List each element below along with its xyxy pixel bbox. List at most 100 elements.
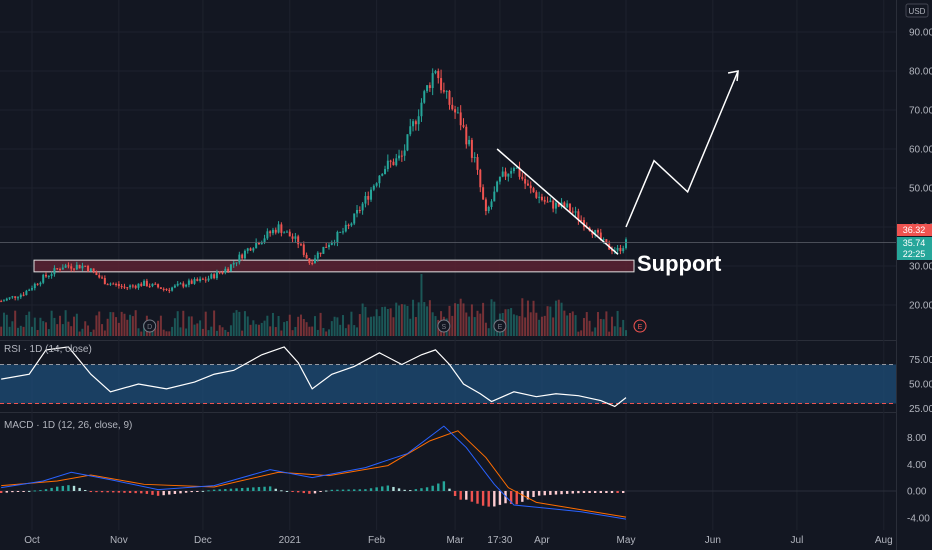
candle-body[interactable]	[605, 239, 608, 244]
candle-body[interactable]	[599, 232, 602, 240]
candle-body[interactable]	[235, 262, 238, 264]
candle-body[interactable]	[117, 283, 120, 287]
candle-body[interactable]	[417, 116, 420, 125]
candle-body[interactable]	[75, 264, 78, 270]
candle-body[interactable]	[70, 266, 73, 269]
candle-body[interactable]	[16, 297, 19, 299]
candle-body[interactable]	[353, 213, 356, 224]
candle-body[interactable]	[154, 283, 157, 285]
candle-body[interactable]	[67, 265, 70, 267]
candle-body[interactable]	[568, 203, 571, 212]
candle-body[interactable]	[263, 238, 266, 243]
candle-body[interactable]	[106, 284, 109, 286]
candle-body[interactable]	[47, 275, 50, 277]
candle-body[interactable]	[473, 157, 476, 159]
support-zone[interactable]	[33, 259, 635, 273]
candle-body[interactable]	[81, 265, 84, 269]
candle-body[interactable]	[582, 220, 585, 227]
candle-body[interactable]	[246, 248, 249, 251]
candle-body[interactable]	[201, 278, 204, 280]
candle-body[interactable]	[501, 171, 504, 177]
candle-body[interactable]	[622, 248, 625, 252]
candle-body[interactable]	[350, 223, 353, 226]
candle-body[interactable]	[476, 157, 479, 170]
rsi-pane[interactable]	[0, 346, 896, 408]
candle-body[interactable]	[543, 200, 546, 202]
candle-body[interactable]	[299, 244, 302, 246]
candle-body[interactable]	[252, 248, 255, 251]
candle-body[interactable]	[89, 268, 92, 272]
candle-body[interactable]	[165, 288, 168, 290]
candle-body[interactable]	[134, 285, 137, 288]
candle-body[interactable]	[277, 224, 280, 233]
candle-body[interactable]	[148, 286, 151, 288]
candle-body[interactable]	[238, 254, 241, 263]
candle-body[interactable]	[84, 265, 87, 267]
candle-body[interactable]	[73, 268, 76, 270]
candle-body[interactable]	[297, 236, 300, 245]
candle-body[interactable]	[330, 242, 333, 245]
candle-body[interactable]	[625, 239, 627, 249]
candle-body[interactable]	[11, 296, 14, 298]
candle-body[interactable]	[31, 288, 33, 290]
candle-body[interactable]	[540, 196, 543, 201]
candle-body[interactable]	[526, 183, 529, 186]
candle-body[interactable]	[311, 262, 314, 264]
candle-body[interactable]	[232, 263, 235, 265]
candle-body[interactable]	[507, 173, 510, 177]
candle-body[interactable]	[92, 268, 95, 272]
event-marker[interactable]: E	[493, 319, 507, 333]
candle-body[interactable]	[185, 284, 188, 287]
drawing-layer[interactable]	[0, 70, 896, 255]
candle-body[interactable]	[336, 231, 339, 243]
descending-trendline[interactable]	[496, 148, 619, 255]
candle-body[interactable]	[59, 268, 62, 270]
candle-body[interactable]	[482, 187, 485, 200]
candle-body[interactable]	[484, 199, 487, 212]
candle-body[interactable]	[257, 242, 260, 245]
candle-body[interactable]	[546, 201, 549, 203]
candle-body[interactable]	[532, 188, 535, 193]
candle-body[interactable]	[358, 210, 361, 212]
candle-body[interactable]	[518, 167, 521, 177]
candle-body[interactable]	[529, 185, 532, 189]
candle-body[interactable]	[213, 274, 216, 279]
candle-body[interactable]	[302, 244, 305, 255]
candle-body[interactable]	[552, 200, 555, 209]
candle-body[interactable]	[409, 126, 412, 135]
candle-body[interactable]	[269, 231, 272, 234]
candle-body[interactable]	[271, 229, 274, 234]
candle-body[interactable]	[437, 71, 440, 79]
candle-body[interactable]	[490, 201, 493, 207]
candle-body[interactable]	[56, 268, 59, 270]
candle-body[interactable]	[285, 231, 288, 233]
candle-body[interactable]	[42, 274, 45, 283]
candle-body[interactable]	[0, 301, 3, 303]
candle-body[interactable]	[440, 78, 443, 91]
candle-body[interactable]	[344, 224, 347, 232]
event-marker[interactable]: D	[143, 319, 157, 333]
rsi-line[interactable]	[1, 346, 627, 408]
candle-body[interactable]	[610, 249, 613, 252]
candle-body[interactable]	[204, 279, 207, 281]
candle-body[interactable]	[395, 158, 398, 166]
candle-body[interactable]	[101, 277, 104, 279]
candle-body[interactable]	[190, 280, 193, 284]
candle-body[interactable]	[266, 231, 269, 239]
candle-body[interactable]	[596, 230, 599, 233]
candle-body[interactable]	[280, 224, 283, 233]
projection-path[interactable]	[625, 70, 739, 228]
candle-body[interactable]	[574, 211, 577, 213]
candle-body[interactable]	[420, 102, 423, 117]
candle-body[interactable]	[187, 280, 190, 285]
candle-body[interactable]	[249, 248, 252, 251]
candle-body[interactable]	[361, 203, 364, 211]
candle-body[interactable]	[193, 279, 196, 284]
candle-body[interactable]	[255, 242, 258, 249]
candle-body[interactable]	[580, 219, 583, 221]
candle-body[interactable]	[319, 252, 322, 254]
candle-body[interactable]	[274, 229, 277, 233]
candle-body[interactable]	[339, 231, 342, 233]
candle-body[interactable]	[78, 264, 81, 269]
